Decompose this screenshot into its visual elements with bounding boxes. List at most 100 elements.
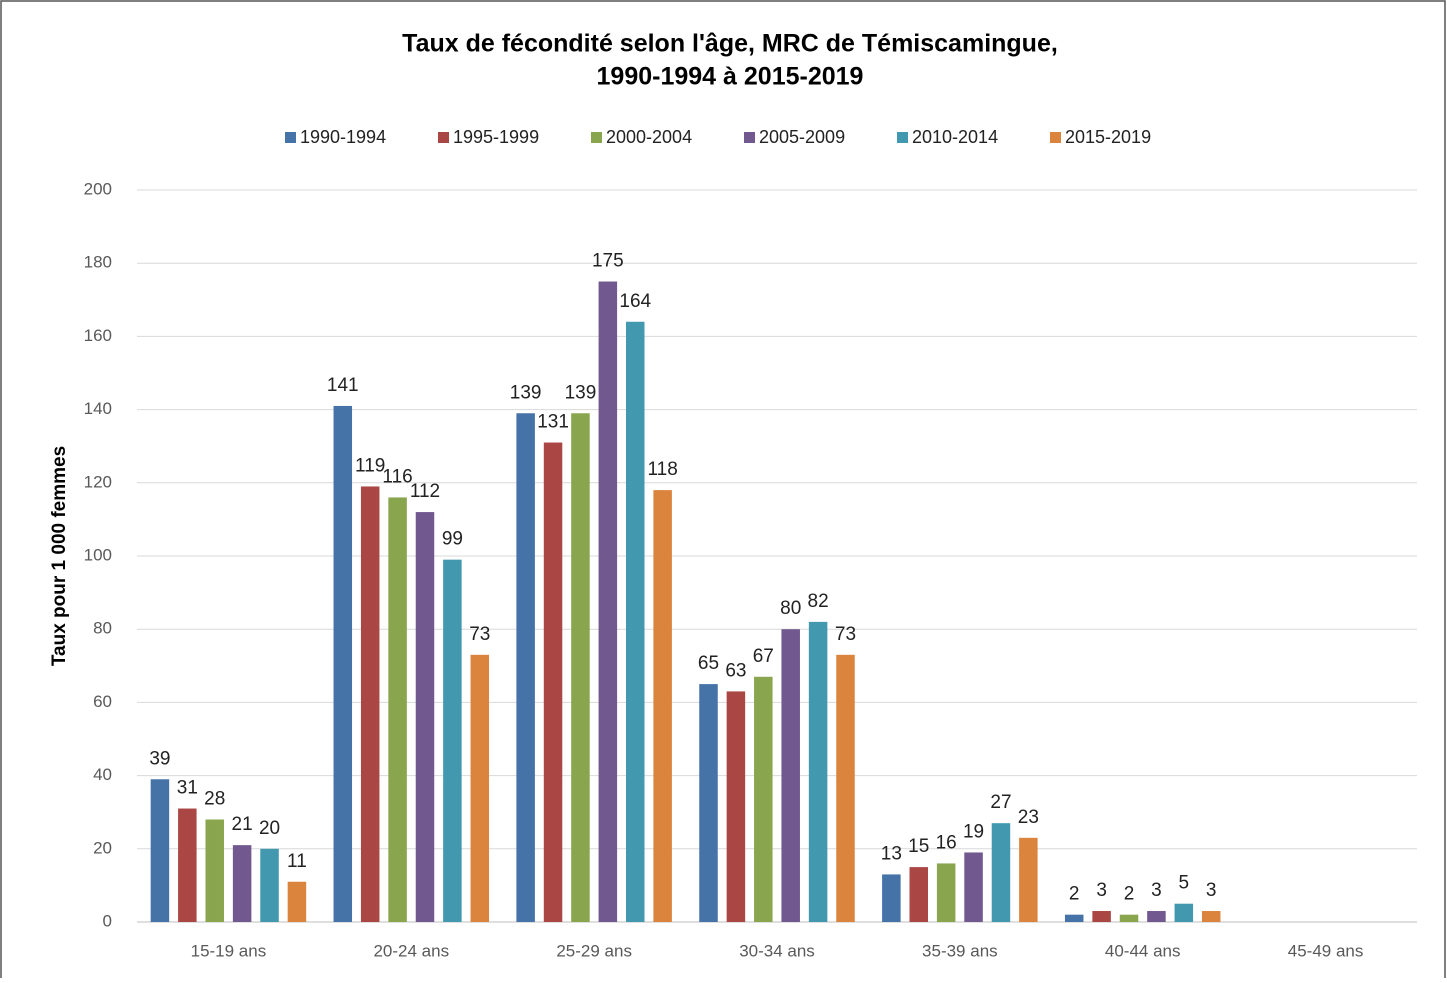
bar	[882, 874, 901, 922]
x-tick-label: 25-29 ans	[556, 941, 632, 960]
legend-label: 2010-2014	[912, 127, 998, 147]
bar	[625, 321, 645, 922]
bar	[699, 684, 718, 922]
y-tick-label: 200	[84, 179, 112, 198]
bar	[964, 852, 983, 922]
bar	[571, 413, 590, 922]
value-label: 73	[469, 624, 490, 645]
value-label: 119	[355, 455, 385, 476]
value-label: 139	[510, 382, 542, 403]
value-label: 39	[149, 748, 170, 769]
value-label: 73	[835, 624, 856, 645]
legend-swatch	[438, 132, 449, 143]
value-label: 99	[442, 529, 463, 550]
bar	[781, 629, 800, 922]
value-label: 15	[908, 836, 929, 857]
bar	[205, 819, 224, 922]
y-tick-label: 180	[84, 253, 112, 272]
y-tick-label: 60	[93, 692, 112, 711]
x-tick-label: 20-24 ans	[373, 941, 449, 960]
bar	[415, 512, 435, 922]
bar	[836, 654, 855, 922]
bar	[360, 486, 380, 922]
bar	[653, 490, 672, 922]
value-label: 20	[259, 818, 280, 839]
bar	[754, 676, 773, 922]
chart-title: Taux de fécondité selon l'âge, MRC de Té…	[402, 30, 1058, 58]
value-label: 23	[1018, 807, 1039, 828]
value-label: 21	[232, 814, 253, 835]
y-tick-label: 40	[93, 765, 112, 784]
value-label: 65	[698, 653, 719, 674]
bar	[333, 405, 353, 922]
bar	[470, 654, 490, 922]
x-tick-label: 15-19 ans	[191, 941, 267, 960]
legend-label: 1990-1994	[300, 127, 386, 147]
value-label: 3	[1151, 880, 1162, 901]
value-label: 31	[177, 778, 198, 799]
x-tick-label: 40-44 ans	[1105, 941, 1181, 960]
bar	[443, 559, 462, 922]
value-label: 118	[647, 459, 677, 480]
legend-label: 2000-2004	[606, 127, 692, 147]
y-tick-label: 80	[93, 619, 112, 638]
chart-title: 1990-1994 à 2015-2019	[597, 63, 864, 91]
legend-swatch	[285, 132, 296, 143]
bar	[936, 863, 956, 922]
bar	[232, 845, 252, 922]
bar	[543, 442, 563, 922]
value-label: 80	[780, 598, 801, 619]
bar	[1119, 914, 1139, 922]
bar	[178, 808, 197, 922]
y-tick-label: 100	[84, 545, 112, 564]
bar	[991, 823, 1011, 922]
y-tick-label: 120	[84, 472, 112, 491]
bar	[388, 497, 407, 922]
value-label: 3	[1206, 880, 1217, 901]
value-label: 16	[936, 832, 957, 853]
bar	[726, 691, 746, 922]
y-axis-label: Taux pour 1 000 femmes	[49, 446, 70, 666]
bar	[1019, 837, 1038, 922]
bar	[1064, 914, 1084, 922]
bar	[1174, 903, 1194, 922]
bar	[909, 867, 929, 922]
value-label: 11	[287, 851, 307, 872]
legend-label: 1995-1999	[453, 127, 539, 147]
value-label: 3	[1096, 880, 1107, 901]
legend-swatch	[591, 132, 602, 143]
bar	[516, 413, 535, 922]
legend-swatch	[744, 132, 755, 143]
value-label: 27	[990, 792, 1011, 813]
x-tick-label: 45-49 ans	[1288, 941, 1364, 960]
x-tick-label: 35-39 ans	[922, 941, 998, 960]
value-label: 82	[808, 591, 829, 612]
value-label: 28	[204, 789, 225, 810]
bar	[808, 621, 828, 922]
legend-label: 2015-2019	[1065, 127, 1151, 147]
y-tick-label: 160	[84, 326, 112, 345]
value-label: 141	[327, 375, 359, 396]
value-label: 5	[1179, 873, 1190, 894]
value-label: 175	[592, 251, 624, 272]
y-tick-label: 20	[93, 838, 112, 857]
value-label: 164	[619, 291, 651, 312]
legend-swatch	[897, 132, 908, 143]
value-label: 116	[382, 466, 412, 487]
value-label: 2	[1124, 884, 1135, 905]
bar	[598, 281, 618, 922]
bar	[1092, 911, 1111, 922]
value-label: 13	[881, 843, 902, 864]
bar	[260, 848, 279, 922]
y-tick-label: 0	[103, 911, 112, 930]
value-label: 112	[410, 481, 440, 502]
legend-label: 2005-2009	[759, 127, 845, 147]
value-label: 67	[753, 646, 774, 667]
y-tick-label: 140	[84, 399, 112, 418]
x-tick-label: 30-34 ans	[739, 941, 815, 960]
value-label: 2	[1069, 884, 1080, 905]
value-label: 131	[537, 412, 569, 433]
value-label: 139	[565, 382, 597, 403]
